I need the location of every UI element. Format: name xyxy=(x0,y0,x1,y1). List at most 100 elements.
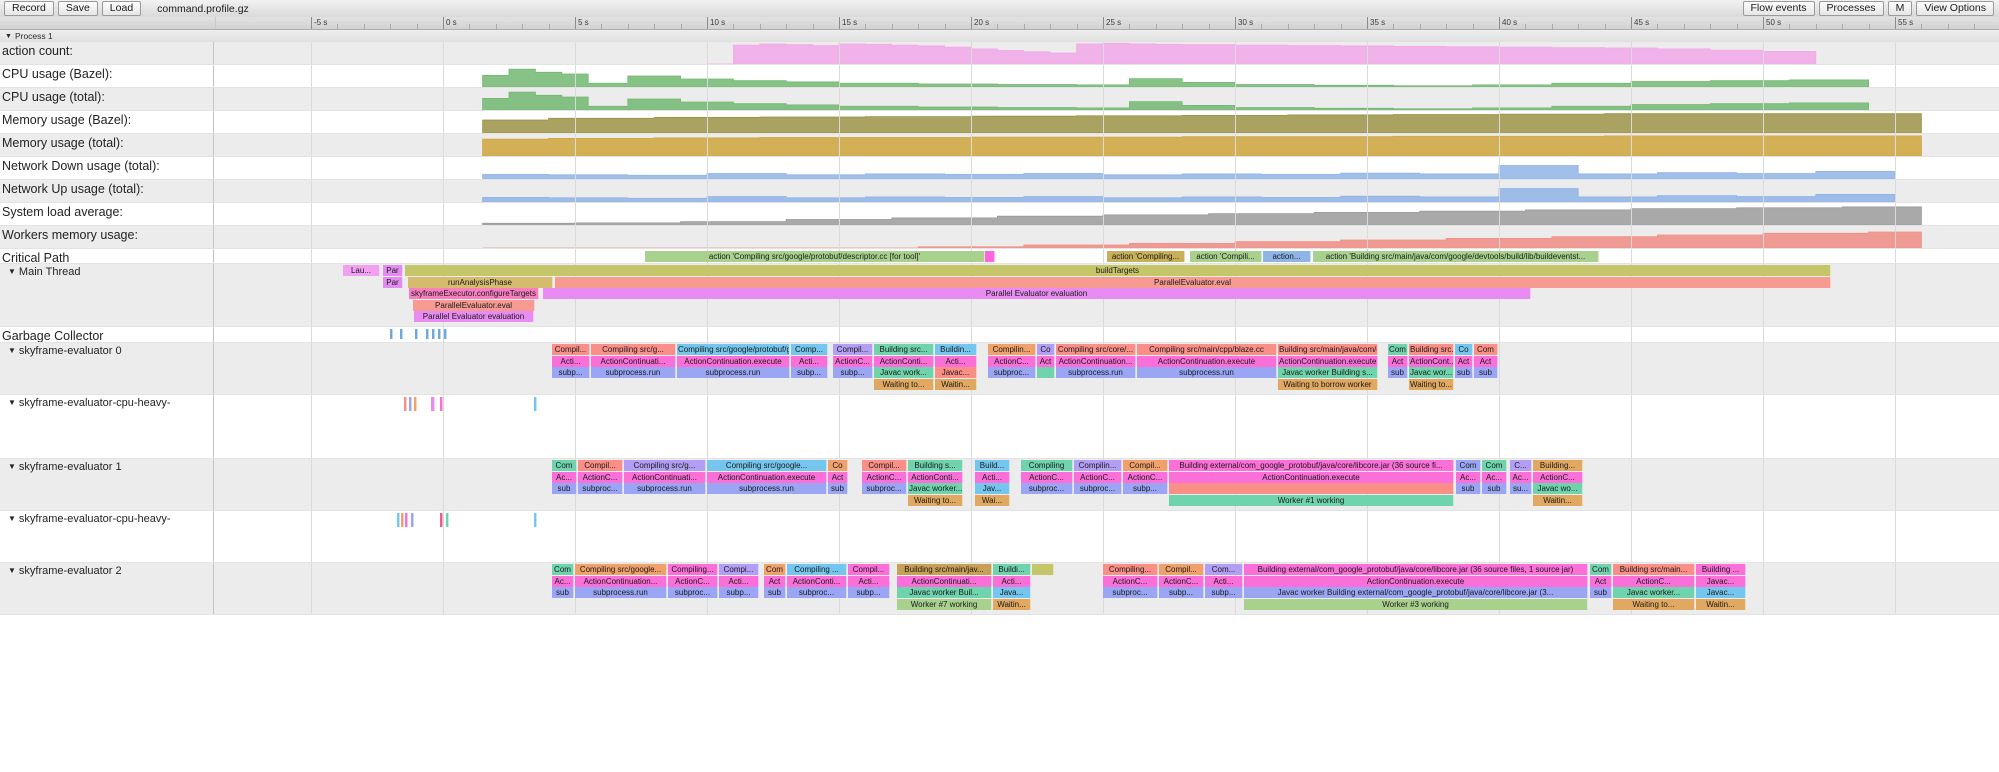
track-skyframe-evaluator-cpu-heavy-a[interactable]: ▼ skyframe-evaluator-cpu-heavy- xyxy=(0,395,1999,459)
track-label-memory-usage-total[interactable]: Memory usage (total): xyxy=(0,134,214,156)
chevron-down-icon[interactable]: ▼ xyxy=(8,462,16,471)
timeline-slice[interactable]: Compiling src/main/cpp/blaze.cc xyxy=(1137,344,1277,355)
timeline-slice[interactable]: ActionC... xyxy=(668,575,718,587)
chevron-down-icon[interactable]: ▼ xyxy=(8,566,16,575)
timeline-slice[interactable]: Acti... xyxy=(935,355,977,367)
cpu-heavy-slice[interactable] xyxy=(414,397,417,411)
timeline-slice[interactable]: Compil... xyxy=(1123,460,1168,471)
track-canvas-memory-usage-bazel[interactable] xyxy=(215,111,1999,133)
timeline-slice[interactable]: ActionC... xyxy=(1103,575,1158,587)
track-label-skyframe-evaluator-0[interactable]: ▼ skyframe-evaluator 0 xyxy=(0,343,214,394)
timeline-slice[interactable]: Com xyxy=(552,460,577,471)
timeline-slice[interactable]: Jav... xyxy=(975,483,1010,494)
timeline-slice[interactable]: Compiling... xyxy=(1103,564,1158,575)
track-canvas-skyframe-evaluator-1[interactable]: Com Compil... Compiling src/g... Compiling … xyxy=(215,459,1999,510)
cpu-heavy-slice[interactable] xyxy=(409,397,412,411)
timeline-slice[interactable]: subproc... xyxy=(1021,483,1073,494)
timeline-slice[interactable]: ActionContinuation.execute xyxy=(707,471,827,483)
timeline-slice[interactable]: Javac work... xyxy=(874,367,934,378)
timeline-slice[interactable]: sub xyxy=(1456,483,1481,494)
timeline-slice[interactable]: ActionContinuation... xyxy=(1056,355,1136,367)
timeline-slice[interactable]: subproc... xyxy=(1103,587,1158,598)
track-canvas-action-count[interactable] xyxy=(215,42,1999,64)
track-memory-usage-total[interactable]: Memory usage (total): xyxy=(0,134,1999,157)
timeline-slice[interactable]: Com xyxy=(764,564,786,575)
timeline-slice[interactable]: Waiting to... xyxy=(908,494,963,506)
track-main-thread[interactable]: ▼ Main Thread Lau... Par buildTargets Par runA… xyxy=(0,264,1999,327)
timeline-slice[interactable]: Compiling src/core/... xyxy=(1056,344,1136,355)
timeline-slice[interactable]: Building src/main/jav... xyxy=(897,564,992,575)
timeline-slice[interactable]: Com... xyxy=(1205,564,1243,575)
timeline-slice[interactable]: subp... xyxy=(1205,587,1243,598)
timeline-slice[interactable]: ActionC... xyxy=(1533,471,1583,483)
timeline-slice[interactable]: Acti... xyxy=(848,575,890,587)
timeline-slice[interactable]: Act xyxy=(1590,575,1612,587)
timeline-slice[interactable]: Building ... xyxy=(1696,564,1746,575)
timeline-slice[interactable]: ActionConti... xyxy=(908,471,963,483)
track-action-count[interactable]: action count: xyxy=(0,42,1999,65)
track-label-skyframe-evaluator-1[interactable]: ▼ skyframe-evaluator 1 xyxy=(0,459,214,510)
cpu-heavy-slice[interactable] xyxy=(401,513,404,527)
timeline-slice[interactable]: Javac... xyxy=(935,367,977,378)
timeline-slice[interactable]: Compil... xyxy=(578,460,623,471)
timeline-slice[interactable]: Act xyxy=(1388,355,1408,367)
timeline-slice[interactable]: Ac... xyxy=(1456,471,1481,483)
timeline-slice[interactable]: ActionC... xyxy=(1159,575,1204,587)
timeline-slice[interactable]: su... xyxy=(1510,483,1532,494)
track-garbage-collector[interactable]: Garbage Collector xyxy=(0,327,1999,343)
chevron-down-icon[interactable]: ▼ xyxy=(8,398,16,407)
timeline-slice[interactable]: Compi... xyxy=(719,564,759,575)
timeline-slice[interactable]: Compiling src/g... xyxy=(624,460,706,471)
timeline-slice[interactable]: ActionC... xyxy=(988,355,1036,367)
track-list[interactable]: action count: CPU usage (Bazel): CPU usage… xyxy=(0,42,1999,772)
track-canvas-skyframe-evaluator-2[interactable]: Com Compiling src/google... Compiling... Co… xyxy=(215,563,1999,614)
timeline-slice[interactable]: Co xyxy=(1455,344,1473,355)
timeline-slice[interactable]: subproc... xyxy=(578,483,623,494)
timeline-slice[interactable]: ActionC... xyxy=(1021,471,1073,483)
timeline-slice[interactable]: Compil... xyxy=(1159,564,1204,575)
timeline-slice[interactable]: Waitin... xyxy=(993,598,1031,610)
timeline-slice[interactable]: Com xyxy=(1474,344,1498,355)
track-label-memory-usage-bazel[interactable]: Memory usage (Bazel): xyxy=(0,111,214,133)
timeline-slice[interactable]: Compil... xyxy=(848,564,890,575)
timeline-slice[interactable]: runAnalysisPhase xyxy=(408,276,553,288)
cpu-heavy-slice[interactable] xyxy=(534,513,537,527)
timeline-slice[interactable]: Compiling ... xyxy=(787,564,847,575)
timeline-slice[interactable]: Com xyxy=(1388,344,1408,355)
timeline-slice[interactable]: Compil... xyxy=(552,344,590,355)
timeline-slice[interactable]: sub xyxy=(764,587,786,598)
timeline-slice[interactable]: Building src/main... xyxy=(1613,564,1695,575)
timeline-slice[interactable]: subp... xyxy=(719,587,759,598)
timeline-slice[interactable]: action 'Compiling src/google/protobuf/de… xyxy=(645,251,985,262)
timeline-slice[interactable]: Buildin... xyxy=(935,344,977,355)
timeline-slice[interactable]: subprocess.run xyxy=(1056,367,1136,378)
timeline-slice[interactable]: sub xyxy=(552,587,574,598)
timeline-slice[interactable]: Worker #7 working xyxy=(897,598,992,610)
timeline-slice[interactable]: subprocess.run xyxy=(707,483,827,494)
timeline-slice[interactable]: Buildi... xyxy=(993,564,1031,575)
timeline-slice[interactable]: Compil... xyxy=(833,344,873,355)
timeline-slice[interactable]: ActionContinuation.execute xyxy=(1169,471,1454,483)
track-label-system-load-average[interactable]: System load average: xyxy=(0,203,214,225)
track-label-garbage-collector[interactable]: Garbage Collector xyxy=(0,327,214,342)
cpu-heavy-slice[interactable] xyxy=(404,397,407,411)
timeline-slice[interactable]: Com xyxy=(1590,564,1612,575)
cpu-heavy-slice[interactable] xyxy=(397,513,400,527)
track-canvas-workers-memory-usage[interactable] xyxy=(215,226,1999,248)
timeline-slice[interactable]: ActionContinuation.execute xyxy=(1278,355,1378,367)
cpu-heavy-slice[interactable] xyxy=(440,513,443,527)
timeline-slice[interactable]: subproc... xyxy=(988,367,1036,378)
timeline-slice[interactable]: sub xyxy=(552,483,577,494)
timeline-slice[interactable]: Building src... xyxy=(1409,344,1454,355)
timeline-slice[interactable]: subp... xyxy=(833,367,873,378)
timeline-slice[interactable]: Act xyxy=(764,575,786,587)
timeline-slice[interactable]: Compilin... xyxy=(1074,460,1122,471)
timeline-slice[interactable]: Building src/main/java/com/go... xyxy=(1278,344,1378,355)
gc-slice[interactable] xyxy=(426,329,429,339)
timeline-slice[interactable]: ActionContinuation.execute xyxy=(1244,575,1588,587)
cpu-heavy-slice[interactable] xyxy=(440,397,443,411)
track-skyframe-evaluator-2[interactable]: ▼ skyframe-evaluator 2 Com Compiling src/go… xyxy=(0,563,1999,615)
timeline-slice[interactable]: subp... xyxy=(848,587,890,598)
timeline-slice[interactable]: Acti... xyxy=(993,575,1031,587)
timeline-slice[interactable]: Co xyxy=(1037,344,1055,355)
